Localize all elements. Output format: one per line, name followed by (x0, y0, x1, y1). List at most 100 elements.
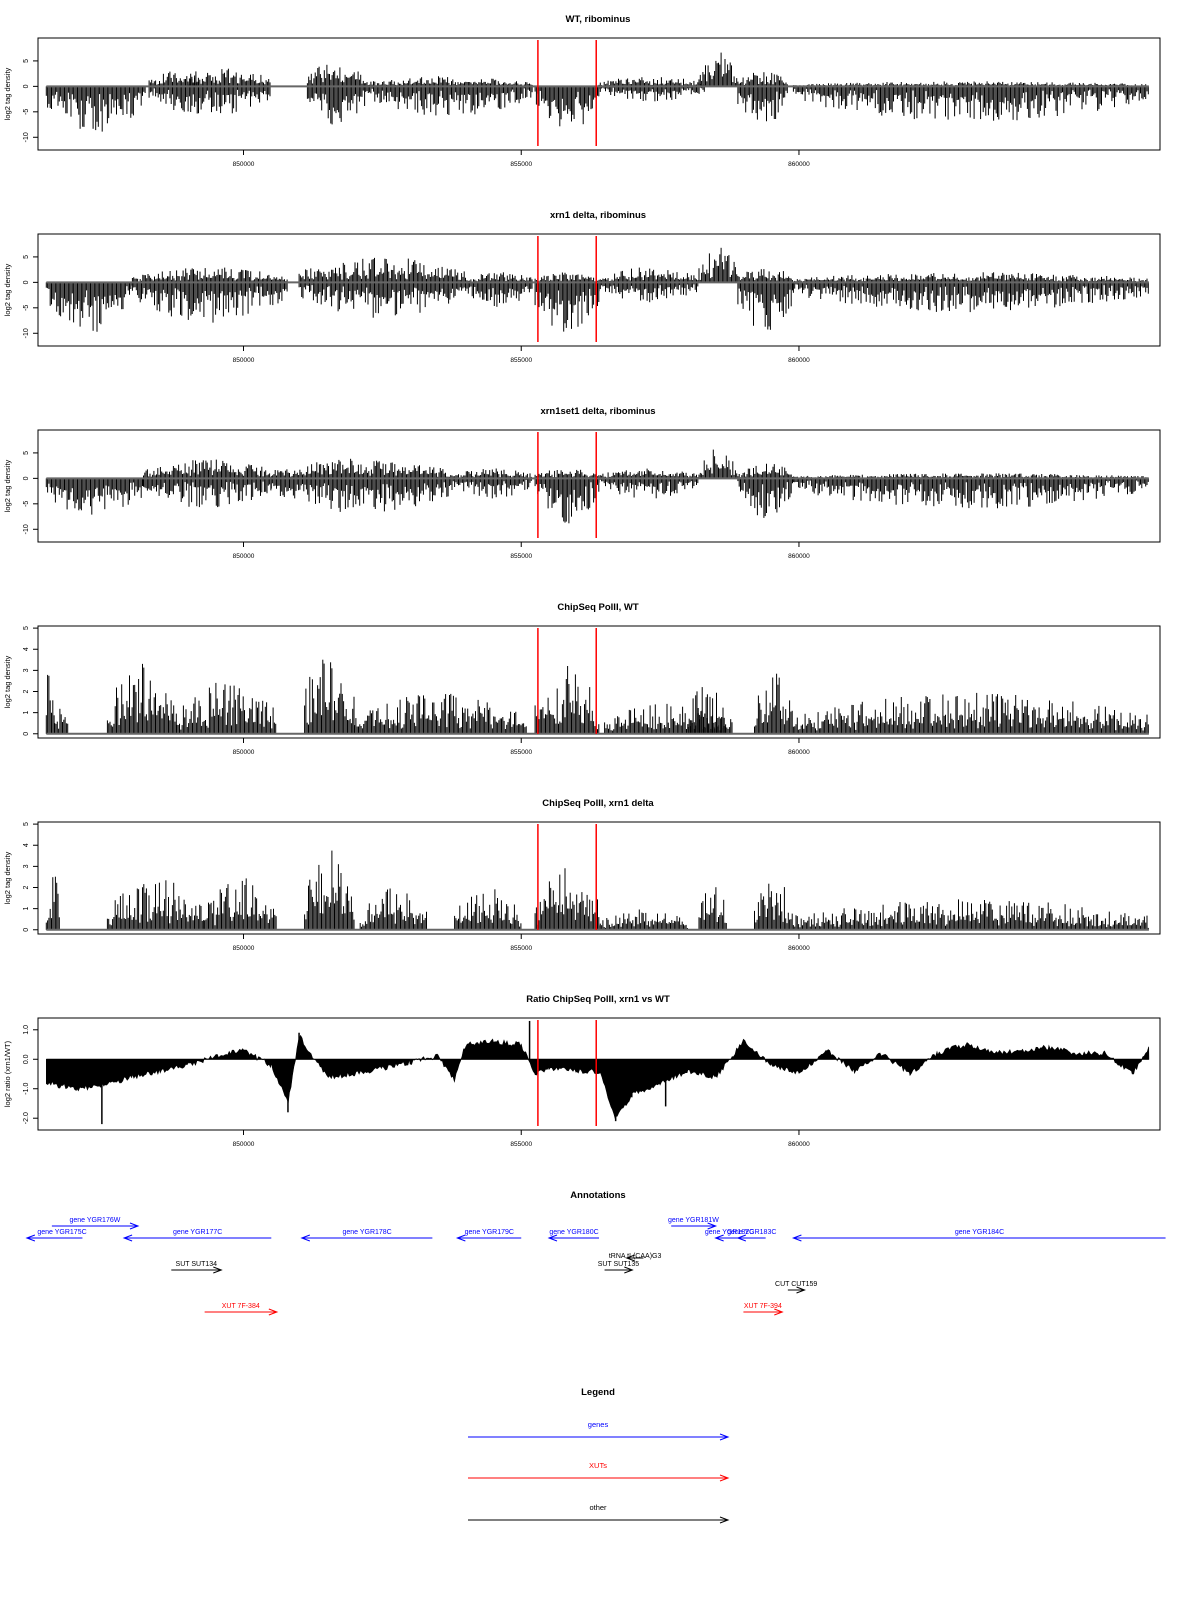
feature-label: XUT 7F-384 (222, 1303, 260, 1310)
arrow-head (791, 1234, 802, 1242)
x-tick-label: 855000 (510, 161, 532, 168)
feature-other: SUT SUT134 (171, 1261, 223, 1274)
feature-gene: gene YGR175C (25, 1229, 87, 1242)
plot-frame (37, 233, 1161, 347)
feature-xut: XUT 7F-384 (204, 1303, 279, 1316)
arrow-head (547, 1234, 558, 1242)
legend-item: genes (468, 1420, 730, 1441)
y-tick-label: -5 (23, 305, 30, 311)
y-axis-label: log2 tag density (3, 263, 12, 316)
feature-label: CUT CUT159 (775, 1281, 817, 1288)
arrow-head (122, 1234, 133, 1242)
feature-label: gene YGR184C (955, 1229, 1004, 1236)
feature-gene: gene YGR180C (547, 1229, 599, 1242)
feature-gene: gene YGR183C (727, 1229, 776, 1242)
legend-item: other (468, 1503, 730, 1524)
legend-label: other (589, 1503, 607, 1512)
plot-frame (37, 1017, 1161, 1131)
panel-3: xrn1set1 delta, ribominus 850000 855000 860… (3, 406, 1161, 560)
feature-label: XUT 7F-394 (744, 1303, 782, 1310)
y-tick-label: 0.0 (23, 1054, 30, 1064)
y-tick-label: 0 (23, 84, 30, 88)
arrow-head (719, 1474, 730, 1482)
y-tick-label: 5 (23, 822, 30, 826)
y-tick-label: -10 (23, 524, 30, 534)
arrow-head (714, 1234, 724, 1242)
y-tick-label: 3 (23, 668, 30, 672)
bar-series (45, 850, 1149, 930)
feature-label: SUT SUT134 (176, 1261, 218, 1268)
arrow-head (624, 1266, 634, 1274)
arrow-head (129, 1222, 140, 1230)
panel-1: WT, ribominus 850000 855000 860000 -10 -5 0 5 lo… (3, 14, 1161, 168)
x-tick-label: 850000 (233, 553, 255, 560)
y-axis-label: log2 tag density (3, 655, 12, 708)
arrow-head (719, 1433, 730, 1441)
feature-other: tRNA tL(CAA)G3 (609, 1253, 661, 1262)
y-tick-label: 4 (23, 647, 30, 651)
x-tick-label: 855000 (510, 553, 532, 560)
x-tick-label: 850000 (233, 749, 255, 756)
feature-label: gene YGR178C (342, 1229, 391, 1236)
feature-other: SUT SUT135 (598, 1261, 639, 1274)
plot-frame (37, 37, 1161, 151)
x-tick-label: 855000 (510, 945, 532, 952)
arrow-head (736, 1234, 747, 1242)
bar-series (45, 659, 1149, 734)
x-tick-label: 860000 (788, 749, 810, 756)
panel-5: ChipSeq PolII, xrn1 delta 850000 855000 860… (3, 798, 1161, 952)
feature-label: gene YGR175C (37, 1229, 86, 1236)
y-tick-label: 5 (23, 255, 30, 259)
feature-label: gene YGR183C (727, 1229, 776, 1236)
feature-label: gene YGR182C (705, 1229, 754, 1236)
y-tick-label: 0 (23, 476, 30, 480)
plot-frame (37, 429, 1161, 543)
arrow-head (455, 1234, 466, 1242)
bar-series (45, 52, 1149, 132)
y-tick-label: 1.0 (23, 1025, 30, 1035)
y-tick-label: 1 (23, 907, 30, 911)
arrow-head (707, 1222, 718, 1230)
arrow-head (268, 1308, 279, 1316)
feature-gene: gene YGR176W (51, 1217, 140, 1230)
feature-label: gene YGR180C (549, 1229, 598, 1236)
y-tick-label: 4 (23, 843, 30, 847)
x-tick-label: 850000 (233, 161, 255, 168)
legend: Legend genes XUTs other (468, 1387, 730, 1524)
bar-series (45, 449, 1149, 524)
panel-title: Ratio ChipSeq PolII, xrn1 vs WT (526, 994, 670, 1005)
legend-label: genes (588, 1420, 609, 1429)
y-tick-label: 0 (23, 280, 30, 284)
plot-frame (37, 821, 1161, 935)
x-tick-label: 855000 (510, 1141, 532, 1148)
arrow-head (796, 1286, 806, 1294)
panel-title: xrn1set1 delta, ribominus (540, 406, 655, 417)
y-tick-label: 3 (23, 864, 30, 868)
x-tick-label: 850000 (233, 357, 255, 364)
plot-frame (37, 625, 1161, 739)
x-tick-label: 860000 (788, 553, 810, 560)
y-tick-label: -1.0 (23, 1083, 30, 1095)
x-tick-label: 860000 (788, 357, 810, 364)
y-tick-label: 2 (23, 885, 30, 889)
x-tick-label: 850000 (233, 1141, 255, 1148)
feature-gene: gene YGR177C (122, 1229, 272, 1242)
feature-gene: gene YGR179C (455, 1229, 522, 1242)
feature-label: gene YGR179C (465, 1229, 514, 1236)
y-tick-label: 2 (23, 689, 30, 693)
y-tick-label: -2.0 (23, 1112, 30, 1124)
arrow-head (25, 1234, 36, 1242)
x-tick-label: 850000 (233, 945, 255, 952)
ratio-area (46, 1034, 1150, 1120)
panel-title: xrn1 delta, ribominus (550, 210, 646, 221)
y-axis-label: log2 tag density (3, 459, 12, 512)
panel-6: Ratio ChipSeq PolII, xrn1 vs WT 850000 855… (3, 994, 1161, 1148)
y-tick-label: 5 (23, 59, 30, 63)
arrow-head (213, 1266, 223, 1274)
bar-series (45, 247, 1149, 332)
feature-label: gene YGR177C (173, 1229, 222, 1236)
x-tick-label: 855000 (510, 357, 532, 364)
x-tick-label: 860000 (788, 945, 810, 952)
y-tick-label: 5 (23, 451, 30, 455)
